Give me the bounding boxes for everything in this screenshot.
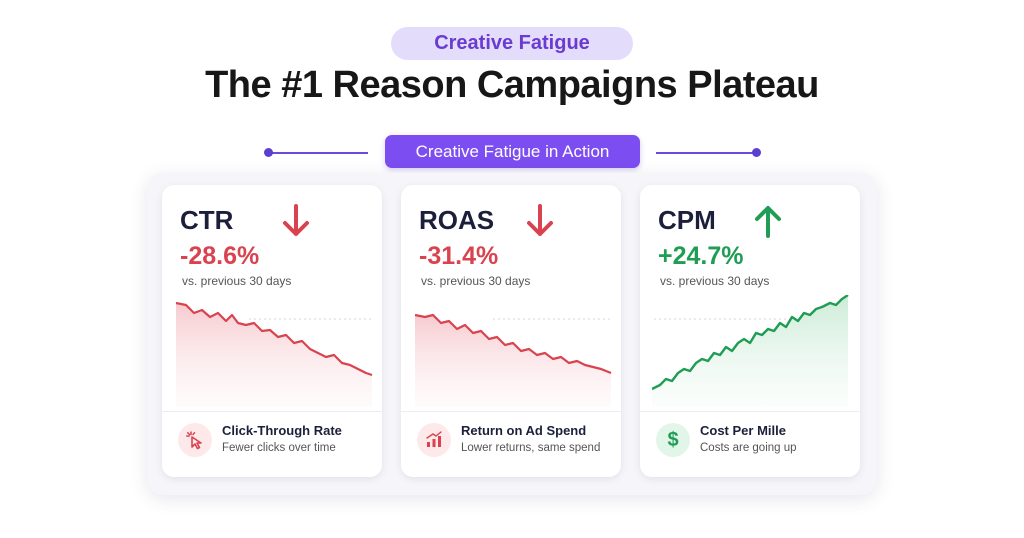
metric-card-cpm: CPM +24.7% vs. previous 30 days $ Cost P… <box>640 185 860 477</box>
metric-name: CPM <box>658 205 716 235</box>
dot-right <box>752 148 761 157</box>
arrow-down-icon <box>527 204 553 236</box>
dollar-icon: $ <box>656 423 690 457</box>
metric-comparison: vs. previous 30 days <box>660 274 770 288</box>
sparkline-cpm <box>652 295 849 407</box>
footer-subtitle: Lower returns, same spend <box>461 442 601 454</box>
footer-title: Cost Per Mille <box>700 423 786 438</box>
card-divider <box>640 411 860 412</box>
page-title: The #1 Reason Campaigns Plateau <box>205 64 819 106</box>
metric-comparison: vs. previous 30 days <box>182 274 292 288</box>
footer-title: Return on Ad Spend <box>461 423 587 438</box>
metric-name: ROAS <box>419 205 495 235</box>
divider-left <box>270 152 368 154</box>
footer-subtitle: Costs are going up <box>700 442 797 454</box>
footer-subtitle: Fewer clicks over time <box>222 442 336 454</box>
sparkline-ctr <box>175 301 373 407</box>
footer-title: Click-Through Rate <box>222 423 342 438</box>
sparkline-roas <box>414 313 612 407</box>
metric-card-ctr: CTR -28.6% vs. previous 30 days Click-Th… <box>162 185 382 477</box>
badge: Creative Fatigue <box>391 27 633 60</box>
bar-chart-icon <box>417 423 451 457</box>
dot-left <box>264 148 273 157</box>
cursor-click-icon <box>178 423 212 457</box>
metric-name: CTR <box>180 205 234 235</box>
metric-change: +24.7% <box>658 242 744 270</box>
arrow-down-icon <box>283 204 309 236</box>
card-divider <box>401 411 621 412</box>
card-divider <box>162 411 382 412</box>
section-label: Creative Fatigue in Action <box>385 135 640 168</box>
metric-card-roas: ROAS -31.4% vs. previous 30 days Return … <box>401 185 621 477</box>
divider-right <box>656 152 756 154</box>
metric-change: -31.4% <box>419 242 499 270</box>
metric-change: -28.6% <box>180 242 260 270</box>
arrow-up-icon <box>755 206 781 238</box>
metric-comparison: vs. previous 30 days <box>421 274 531 288</box>
